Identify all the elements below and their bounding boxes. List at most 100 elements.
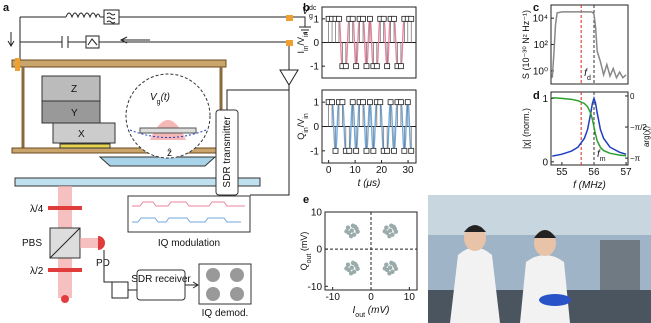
label-part: d <box>587 75 591 82</box>
y-tick-label: 10 <box>311 208 323 219</box>
y-axis-label: |χ| (norm.) <box>521 108 531 149</box>
label-part: in <box>303 113 310 119</box>
symbol <box>377 99 384 106</box>
label-part: in <box>303 31 310 37</box>
point <box>393 229 399 234</box>
symbol <box>353 147 360 154</box>
y-tick-label: 10² <box>534 40 549 51</box>
symbol <box>332 147 339 154</box>
point <box>387 228 393 233</box>
symbol <box>346 147 353 154</box>
y-tick-label: -1 <box>310 146 319 157</box>
point <box>345 225 351 230</box>
symbol <box>363 147 370 154</box>
symbol <box>349 99 356 106</box>
symbol <box>360 15 366 22</box>
y2-tick-label: −π/2 <box>630 123 647 132</box>
point <box>393 266 399 272</box>
y-tick-label: 0 <box>313 122 319 133</box>
point <box>382 229 387 234</box>
stage-label: Z <box>71 84 77 95</box>
sdr-transmitter: SDR transmitter <box>222 116 233 188</box>
point <box>344 266 349 271</box>
label-part: m <box>600 156 606 163</box>
point <box>349 265 355 270</box>
connector <box>286 15 293 21</box>
x-tick-label: 56 <box>588 167 600 178</box>
x-axis-label: f (MHz) <box>573 180 606 191</box>
point <box>344 229 349 234</box>
point <box>353 261 358 267</box>
label-part: (mV) <box>299 232 309 254</box>
pbs-label: PBS <box>22 238 42 249</box>
symbol <box>342 63 349 70</box>
x-axis-label: Iout (mV) <box>353 305 390 319</box>
label-part: /V <box>296 119 306 128</box>
point <box>387 265 393 270</box>
label-part: f <box>597 149 601 160</box>
iq-modulation: IQ modulation <box>158 238 220 249</box>
frame-bar <box>11 59 227 68</box>
label-part: out <box>306 254 313 264</box>
symbol <box>353 63 360 70</box>
point <box>384 225 389 230</box>
label-part: out <box>355 312 365 319</box>
point <box>387 271 392 276</box>
series-line <box>552 96 627 157</box>
sdr-receiver: SDR receiver <box>131 274 191 285</box>
symbol <box>408 147 415 154</box>
box <box>198 263 252 305</box>
symbol <box>339 99 346 106</box>
symbol <box>349 15 356 22</box>
symbol <box>401 147 408 154</box>
point <box>391 261 396 267</box>
x-tick-label: 55 <box>556 167 568 178</box>
stage-label: X <box>78 129 85 140</box>
symbol <box>384 63 391 70</box>
point <box>345 262 351 267</box>
point <box>382 266 387 271</box>
vg-label: Vg(t) <box>150 92 170 106</box>
pd-label: PD <box>96 258 110 269</box>
label-part: I <box>296 51 306 54</box>
symbol <box>408 15 415 22</box>
y-tick-label: 1 <box>313 14 319 25</box>
symbol <box>329 99 335 106</box>
label-part: Q <box>296 133 306 140</box>
point <box>348 271 354 276</box>
y-tick-label: 1 <box>313 98 319 109</box>
panel-label: e <box>303 194 309 206</box>
series-line <box>551 11 627 80</box>
point <box>353 224 358 230</box>
point <box>384 262 389 267</box>
connector <box>286 40 293 46</box>
optical-plate <box>14 177 261 187</box>
symbol <box>387 99 394 106</box>
waveplate <box>48 268 82 272</box>
y2-tick-label: 0 <box>630 92 635 101</box>
plot-frame <box>550 91 629 166</box>
y-axis-label: Iin/Vin <box>296 31 310 53</box>
label-part: Q <box>299 263 309 270</box>
plot-frame <box>550 4 629 85</box>
symbol <box>398 63 404 70</box>
box <box>127 195 251 233</box>
label-part: f <box>584 68 588 79</box>
point <box>391 224 396 230</box>
symbol <box>370 147 377 154</box>
symbol <box>360 99 366 106</box>
stage-label: Y <box>71 108 78 119</box>
y-tick-label: -1 <box>310 62 319 73</box>
marker-label: fd <box>584 68 591 82</box>
y2-axis-label: arg(χ) <box>642 126 651 147</box>
point <box>349 228 355 233</box>
y-axis-label: Qout (mV) <box>299 232 313 271</box>
label-part: g <box>157 99 161 106</box>
x-tick-label: -10 <box>325 292 340 303</box>
x-axis-label: t (μs) <box>358 178 381 189</box>
y-tick-label: 1 <box>542 94 548 105</box>
y-tick-label: 0 <box>542 157 548 168</box>
label-part: in <box>303 45 310 51</box>
marker-label: fm <box>597 149 606 163</box>
